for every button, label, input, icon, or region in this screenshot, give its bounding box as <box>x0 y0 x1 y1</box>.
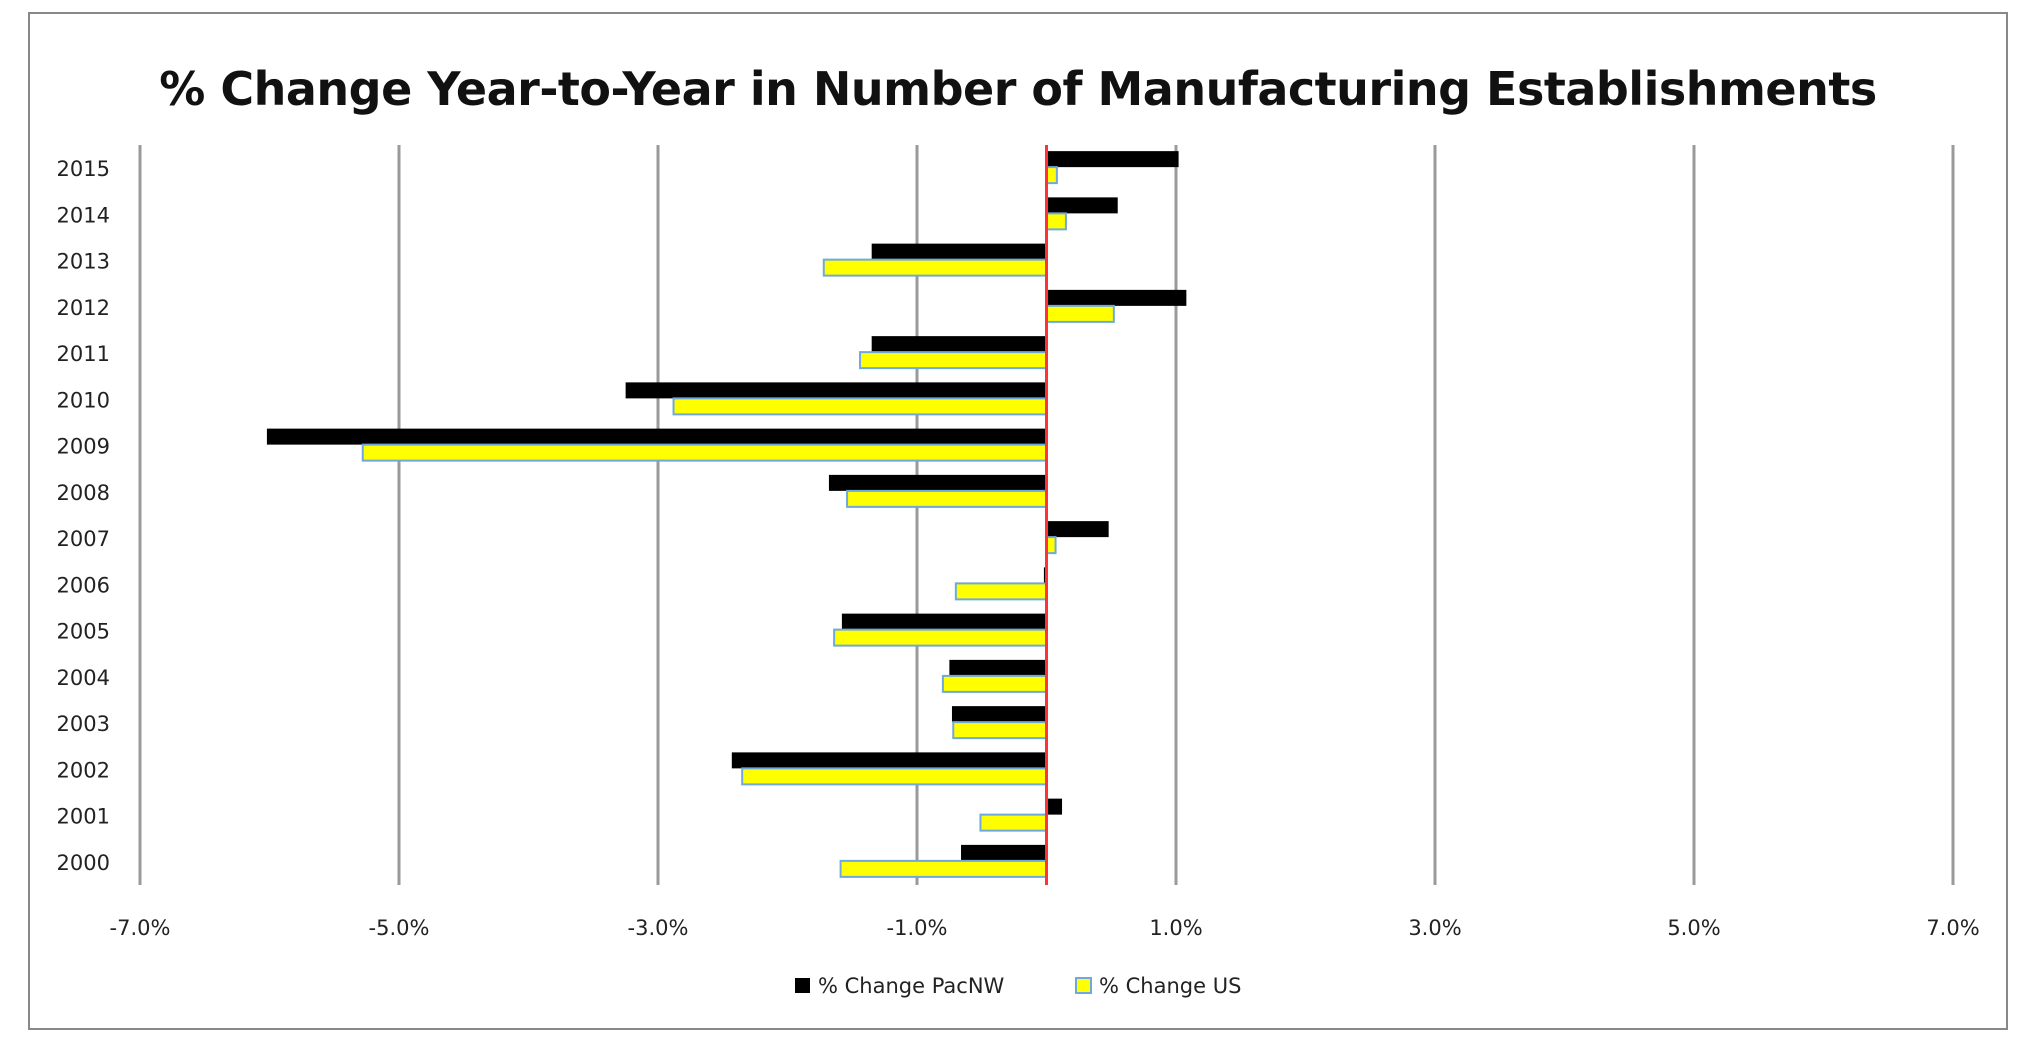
bar-us <box>822 258 1048 277</box>
y-tick-label: 2014 <box>57 203 110 227</box>
bar-us <box>1045 212 1067 231</box>
chart-title: % Change Year-to-Year in Number of Manuf… <box>159 62 1877 116</box>
bar-pacnw <box>1046 197 1118 214</box>
x-tick-label: 1.0% <box>1149 916 1202 940</box>
x-tick-label: -7.0% <box>110 916 171 940</box>
y-tick-label: 2001 <box>57 805 110 829</box>
bar-us <box>1045 166 1058 185</box>
y-tick-label: 2003 <box>57 712 110 736</box>
y-tick-label: 2004 <box>57 666 110 690</box>
bar-us <box>979 813 1048 832</box>
y-tick-label: 2013 <box>57 250 110 274</box>
bar-us <box>859 351 1048 370</box>
bar-us <box>1045 304 1115 323</box>
bar-us <box>361 443 1048 462</box>
x-tick-label: -3.0% <box>628 916 689 940</box>
bar-pacnw <box>731 752 1047 769</box>
bar-pacnw <box>1046 289 1187 306</box>
bar-pacnw <box>949 659 1047 676</box>
legend-label-pacnw: % Change PacNW <box>818 974 1005 998</box>
y-tick-label: 2015 <box>57 157 110 181</box>
bar-pacnw <box>625 382 1047 399</box>
x-tick-label: -5.0% <box>369 916 430 940</box>
bar-pacnw <box>1046 521 1109 538</box>
y-tick-label: 2000 <box>57 851 110 875</box>
bar-pacnw <box>1046 798 1063 815</box>
bar-us <box>839 859 1048 878</box>
bar-pacnw <box>841 613 1047 630</box>
bar-us <box>952 721 1048 740</box>
y-tick-label: 2012 <box>57 296 110 320</box>
legend-swatch-pacnw <box>795 978 810 993</box>
bar-pacnw <box>828 474 1047 491</box>
bar-us <box>954 582 1048 601</box>
bar-pacnw <box>871 243 1047 260</box>
y-tick-label: 2002 <box>57 758 110 782</box>
y-tick-label: 2006 <box>57 573 110 597</box>
bar-us <box>741 767 1048 786</box>
y-tick-label: 2010 <box>57 388 110 412</box>
y-tick-label: 2005 <box>57 620 110 644</box>
bar-pacnw <box>951 706 1047 723</box>
bar-us <box>941 674 1048 693</box>
bar-pacnw <box>1046 151 1179 168</box>
bar-us <box>846 489 1048 508</box>
x-tick-label: 5.0% <box>1667 916 1720 940</box>
x-tick-label: -1.0% <box>887 916 948 940</box>
legend-swatch-us <box>1075 977 1092 994</box>
bar-pacnw <box>871 336 1047 353</box>
y-tick-label: 2009 <box>57 435 110 459</box>
x-tick-label: 3.0% <box>1408 916 1461 940</box>
bar-pacnw <box>266 428 1047 445</box>
x-tick-label: 7.0% <box>1926 916 1979 940</box>
bar-us <box>672 397 1048 416</box>
bar-pacnw <box>961 844 1047 861</box>
y-tick-label: 2008 <box>57 481 110 505</box>
y-tick-label: 2011 <box>57 342 110 366</box>
bar-us <box>833 628 1048 647</box>
legend-label-us: % Change US <box>1099 974 1241 998</box>
y-tick-label: 2007 <box>57 527 110 551</box>
